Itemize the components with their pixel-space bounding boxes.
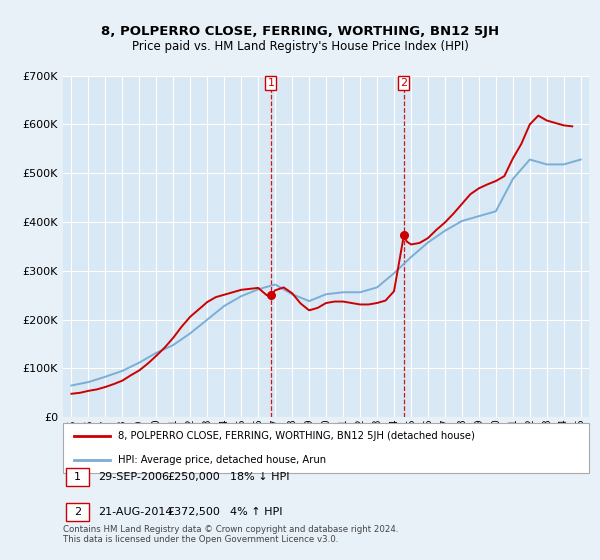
Text: Price paid vs. HM Land Registry's House Price Index (HPI): Price paid vs. HM Land Registry's House … <box>131 40 469 53</box>
Text: 4% ↑ HPI: 4% ↑ HPI <box>230 507 283 517</box>
Text: 2: 2 <box>400 78 407 88</box>
FancyBboxPatch shape <box>63 423 589 473</box>
Text: 8, POLPERRO CLOSE, FERRING, WORTHING, BN12 5JH: 8, POLPERRO CLOSE, FERRING, WORTHING, BN… <box>101 25 499 38</box>
Text: 21-AUG-2014: 21-AUG-2014 <box>98 507 172 517</box>
Text: 18% ↓ HPI: 18% ↓ HPI <box>230 472 289 482</box>
Text: 29-SEP-2006: 29-SEP-2006 <box>98 472 169 482</box>
Text: Contains HM Land Registry data © Crown copyright and database right 2024.
This d: Contains HM Land Registry data © Crown c… <box>63 525 398 544</box>
Text: HPI: Average price, detached house, Arun: HPI: Average price, detached house, Arun <box>118 455 326 465</box>
Text: £250,000: £250,000 <box>167 472 220 482</box>
Text: 8, POLPERRO CLOSE, FERRING, WORTHING, BN12 5JH (detached house): 8, POLPERRO CLOSE, FERRING, WORTHING, BN… <box>118 431 475 441</box>
Text: £372,500: £372,500 <box>167 507 220 517</box>
Text: 1: 1 <box>268 78 274 88</box>
Text: 1: 1 <box>74 472 81 482</box>
Text: 2: 2 <box>74 507 81 517</box>
